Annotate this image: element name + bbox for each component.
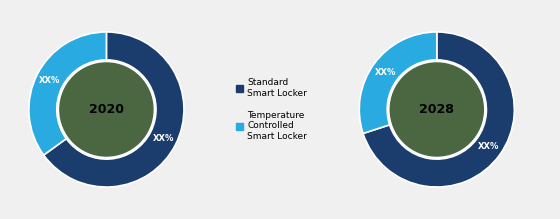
Wedge shape (29, 32, 106, 155)
Text: XX%: XX% (152, 134, 174, 143)
Text: XX%: XX% (478, 142, 499, 151)
Text: 2020: 2020 (89, 103, 124, 116)
Wedge shape (44, 32, 184, 187)
Text: 2028: 2028 (419, 103, 454, 116)
Legend: Standard
Smart Locker, Temperature
Controlled
Smart Locker: Standard Smart Locker, Temperature Contr… (236, 78, 307, 141)
Wedge shape (360, 32, 437, 133)
Circle shape (390, 63, 483, 156)
Wedge shape (363, 32, 514, 187)
Circle shape (58, 61, 155, 158)
Circle shape (60, 63, 153, 156)
Text: XX%: XX% (375, 68, 396, 77)
Circle shape (389, 61, 485, 158)
Text: XX%: XX% (39, 76, 60, 85)
